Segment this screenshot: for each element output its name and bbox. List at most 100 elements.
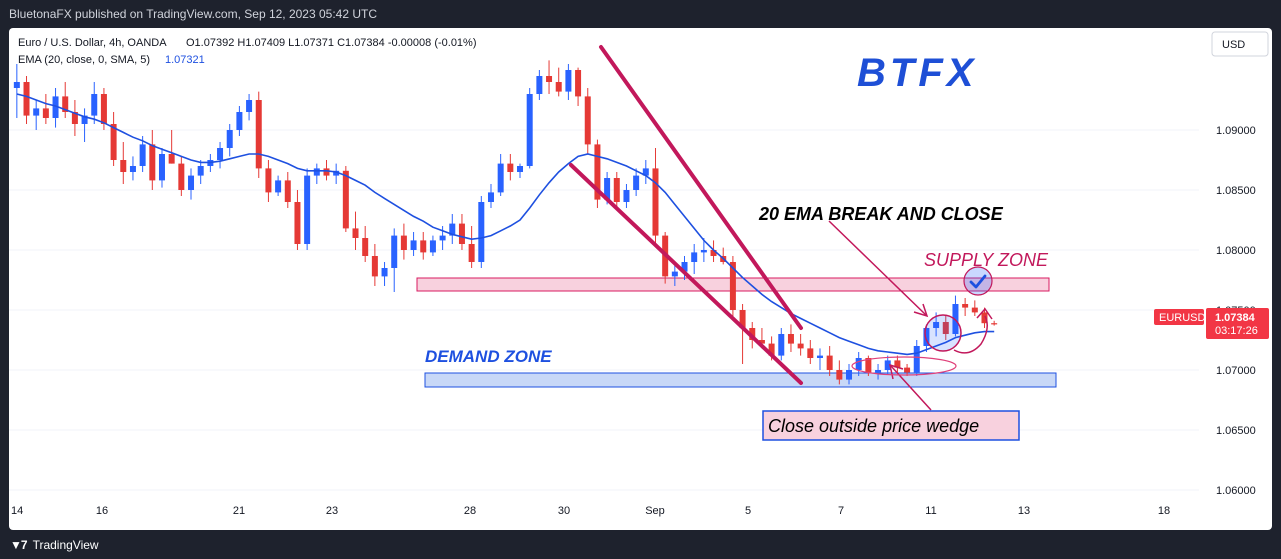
wedge-break-ellipse xyxy=(851,356,957,376)
candle-body xyxy=(613,178,620,202)
candle-body xyxy=(255,100,262,169)
candle-body xyxy=(304,175,311,244)
candle-body xyxy=(962,304,969,308)
price-tag xyxy=(1206,308,1269,339)
candle-body xyxy=(487,192,494,202)
chart-panel[interactable]: 20 EMA BREAK AND CLOSE SUPPLY ZONE DEMAN… xyxy=(9,28,1272,530)
retest-arrow-curve xyxy=(953,315,988,354)
candle-body xyxy=(836,370,843,380)
candle-body xyxy=(362,238,369,256)
legend-ohlc: O1.07392 H1.07409 L1.07371 C1.07384 -0.0… xyxy=(186,37,477,49)
candle-body xyxy=(497,163,504,193)
candle-body xyxy=(594,144,601,200)
retest-arrowhead xyxy=(976,307,993,320)
candle-body xyxy=(642,168,649,176)
symbol-tag-text: EURUSD xyxy=(1159,312,1206,324)
candle-body xyxy=(565,70,572,92)
candle-body xyxy=(458,223,465,244)
legend-ema-label: EMA (20, close, 0, SMA, 5) xyxy=(18,54,150,66)
candle-body xyxy=(197,166,204,176)
candle-body xyxy=(942,322,949,334)
candle-body xyxy=(981,312,988,324)
breakout-circle xyxy=(924,314,962,352)
publish-text: BluetonaFX published on TradingView.com,… xyxy=(9,7,378,21)
candle-body xyxy=(555,82,562,92)
demand-zone-box[interactable] xyxy=(424,372,1057,388)
legend-symbol: Euro / U.S. Dollar, 4h, OANDA xyxy=(18,37,167,49)
x-tick-label: 11 xyxy=(925,505,936,517)
x-tick-label: 7 xyxy=(838,505,844,517)
candle-body xyxy=(352,228,359,238)
candle-body xyxy=(875,370,882,373)
candle-body xyxy=(120,160,127,172)
candle-body xyxy=(168,154,175,164)
x-tick-label: 18 xyxy=(1158,505,1170,517)
y-tick-label: 1.08500 xyxy=(1216,185,1256,197)
candle-body xyxy=(923,328,930,346)
candle-body xyxy=(410,240,417,250)
candle-body xyxy=(226,130,233,148)
candle-body xyxy=(217,148,224,160)
x-tick-label: 28 xyxy=(464,505,476,517)
price-chart[interactable]: 20 EMA BREAK AND CLOSE SUPPLY ZONE DEMAN… xyxy=(9,28,1272,530)
candle-body xyxy=(23,82,30,116)
checkmark-icon xyxy=(969,274,987,289)
candle-body xyxy=(391,235,398,268)
candle-body xyxy=(816,355,823,358)
candle-body xyxy=(865,358,872,373)
candle-body xyxy=(671,271,678,277)
demand-zone-label: DEMAND ZONE xyxy=(425,347,552,366)
candle-body xyxy=(846,370,853,380)
candle-body xyxy=(691,252,698,262)
close-outside-box xyxy=(762,410,1020,441)
candle-body xyxy=(807,348,814,358)
publish-bar: BluetonaFX published on TradingView.com,… xyxy=(0,0,1281,28)
candle-body xyxy=(246,100,253,112)
x-tick-label: 13 xyxy=(1018,505,1030,517)
candle-body xyxy=(826,355,833,370)
candle-body xyxy=(991,323,998,325)
candle-body xyxy=(913,346,920,373)
candle-body xyxy=(575,70,582,97)
tradingview-mark-icon: ▼7 xyxy=(10,538,28,552)
candle-body xyxy=(710,250,717,256)
candle-body xyxy=(855,358,862,370)
x-tick-label: 16 xyxy=(96,505,108,517)
candle-body xyxy=(797,343,804,349)
candle-body xyxy=(904,367,911,373)
wedge-lower-line[interactable] xyxy=(569,163,803,385)
close-outside-arrow xyxy=(890,365,932,411)
candle-body xyxy=(236,112,243,130)
legend-ema-value: 1.07321 xyxy=(165,54,205,66)
wedge-upper-line[interactable] xyxy=(599,45,803,330)
candle-body xyxy=(284,180,291,202)
y-tick-label: 1.07000 xyxy=(1216,365,1256,377)
x-tick-label: 23 xyxy=(326,505,338,517)
candle-body xyxy=(371,256,378,277)
x-tick-label: Sep xyxy=(645,505,665,517)
candle-body xyxy=(139,144,146,166)
candle-body xyxy=(294,202,301,244)
currency-button[interactable] xyxy=(1211,31,1269,57)
ema-break-label: 20 EMA BREAK AND CLOSE xyxy=(758,204,1004,224)
candle-body xyxy=(178,163,185,190)
candle-body xyxy=(149,144,156,181)
x-tick-label: 14 xyxy=(11,505,23,517)
candle-body xyxy=(100,94,107,124)
candle-body xyxy=(933,322,940,328)
candle-body xyxy=(623,190,630,202)
tradingview-brand: TradingView xyxy=(32,538,99,552)
candle-body xyxy=(110,124,117,160)
candle-body xyxy=(729,262,736,310)
candle-body xyxy=(158,154,165,181)
candle-body xyxy=(81,115,88,124)
tradingview-logo[interactable]: ▼7 TradingView xyxy=(10,538,99,552)
candle-body xyxy=(468,244,475,262)
candle-body xyxy=(681,262,688,272)
candle-body xyxy=(188,175,195,190)
y-tick-label: 1.06000 xyxy=(1216,485,1256,497)
candle-body xyxy=(894,360,901,368)
candle-body xyxy=(429,240,436,253)
time-axis[interactable]: 14 16 21 23 28 30 Sep 5 7 11 13 18 xyxy=(11,505,1170,517)
candle-body xyxy=(333,170,340,176)
